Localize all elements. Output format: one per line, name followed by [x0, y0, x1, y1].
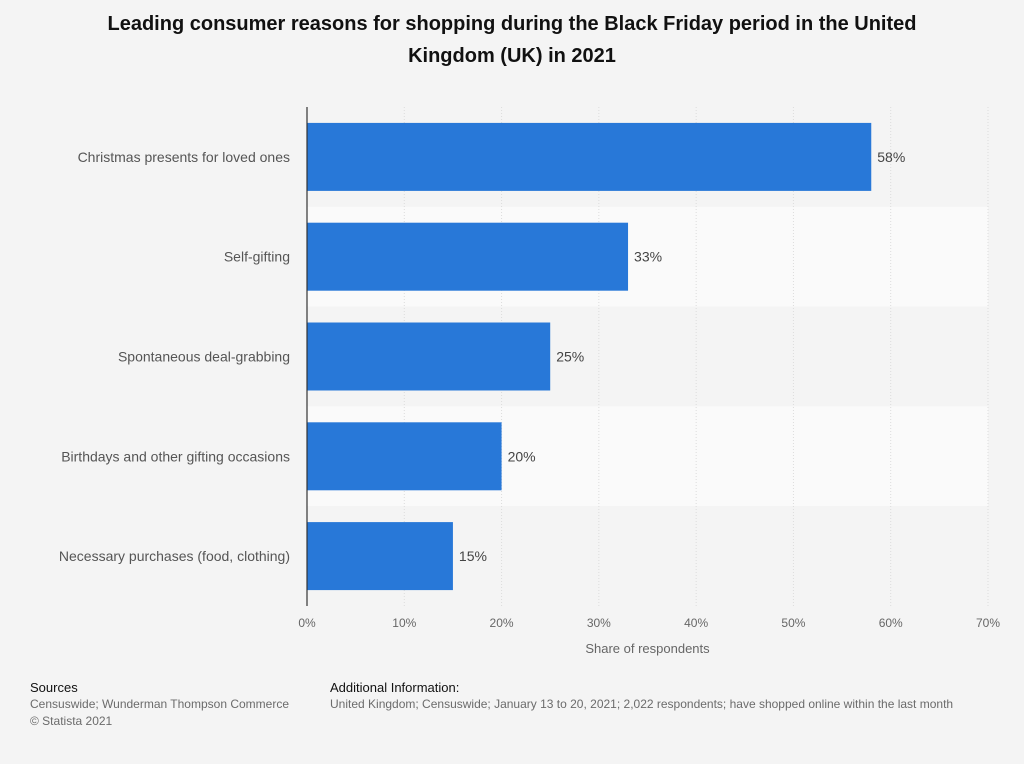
category-label: Christmas presents for loved ones	[78, 149, 290, 165]
additional-info-block: Additional Information: United Kingdom; …	[330, 679, 953, 713]
value-label: 15%	[459, 548, 487, 564]
value-label: 20%	[508, 448, 536, 464]
copyright-text: © Statista 2021	[30, 714, 113, 728]
value-label: 25%	[556, 349, 584, 365]
sources-heading: Sources	[30, 680, 78, 695]
additional-info-heading: Additional Information:	[330, 680, 460, 695]
x-tick-label: 60%	[879, 616, 903, 630]
sources-block: Sources Censuswide; Wunderman Thompson C…	[30, 679, 289, 730]
x-tick-label: 40%	[684, 616, 708, 630]
bar-chart: Christmas presents for loved ones 58% Self…	[59, 107, 1000, 656]
value-label: 58%	[877, 149, 905, 165]
chart-title-line-1: Leading consumer reasons for shopping du…	[107, 13, 917, 35]
chart-title: Leading consumer reasons for shopping du…	[0, 8, 1024, 72]
x-tick-label: 30%	[587, 616, 611, 630]
bar	[307, 422, 502, 491]
sources-text: Censuswide; Wunderman Thompson Commerce	[30, 697, 290, 711]
chart-title-line-2: Kingdom (UK) in 2021	[408, 45, 616, 67]
category-label: Self-gifting	[224, 249, 290, 265]
value-label: 33%	[634, 249, 662, 265]
x-tick-label: 50%	[781, 616, 805, 630]
bar	[307, 122, 872, 191]
x-axis-title: Share of respondents	[585, 641, 710, 656]
additional-info-text: United Kingdom; Censuswide; January 13 t…	[330, 697, 954, 711]
category-label: Necessary purchases (food, clothing)	[59, 548, 290, 564]
x-tick-label: 20%	[490, 616, 514, 630]
category-label: Birthdays and other gifting occasions	[61, 448, 290, 464]
x-tick-label: 10%	[392, 616, 416, 630]
x-tick-label: 0%	[298, 616, 316, 630]
bar	[307, 322, 551, 391]
x-tick-label: 70%	[976, 616, 1000, 630]
category-label: Spontaneous deal-grabbing	[118, 349, 290, 365]
bar	[307, 222, 629, 291]
bar	[307, 522, 453, 591]
